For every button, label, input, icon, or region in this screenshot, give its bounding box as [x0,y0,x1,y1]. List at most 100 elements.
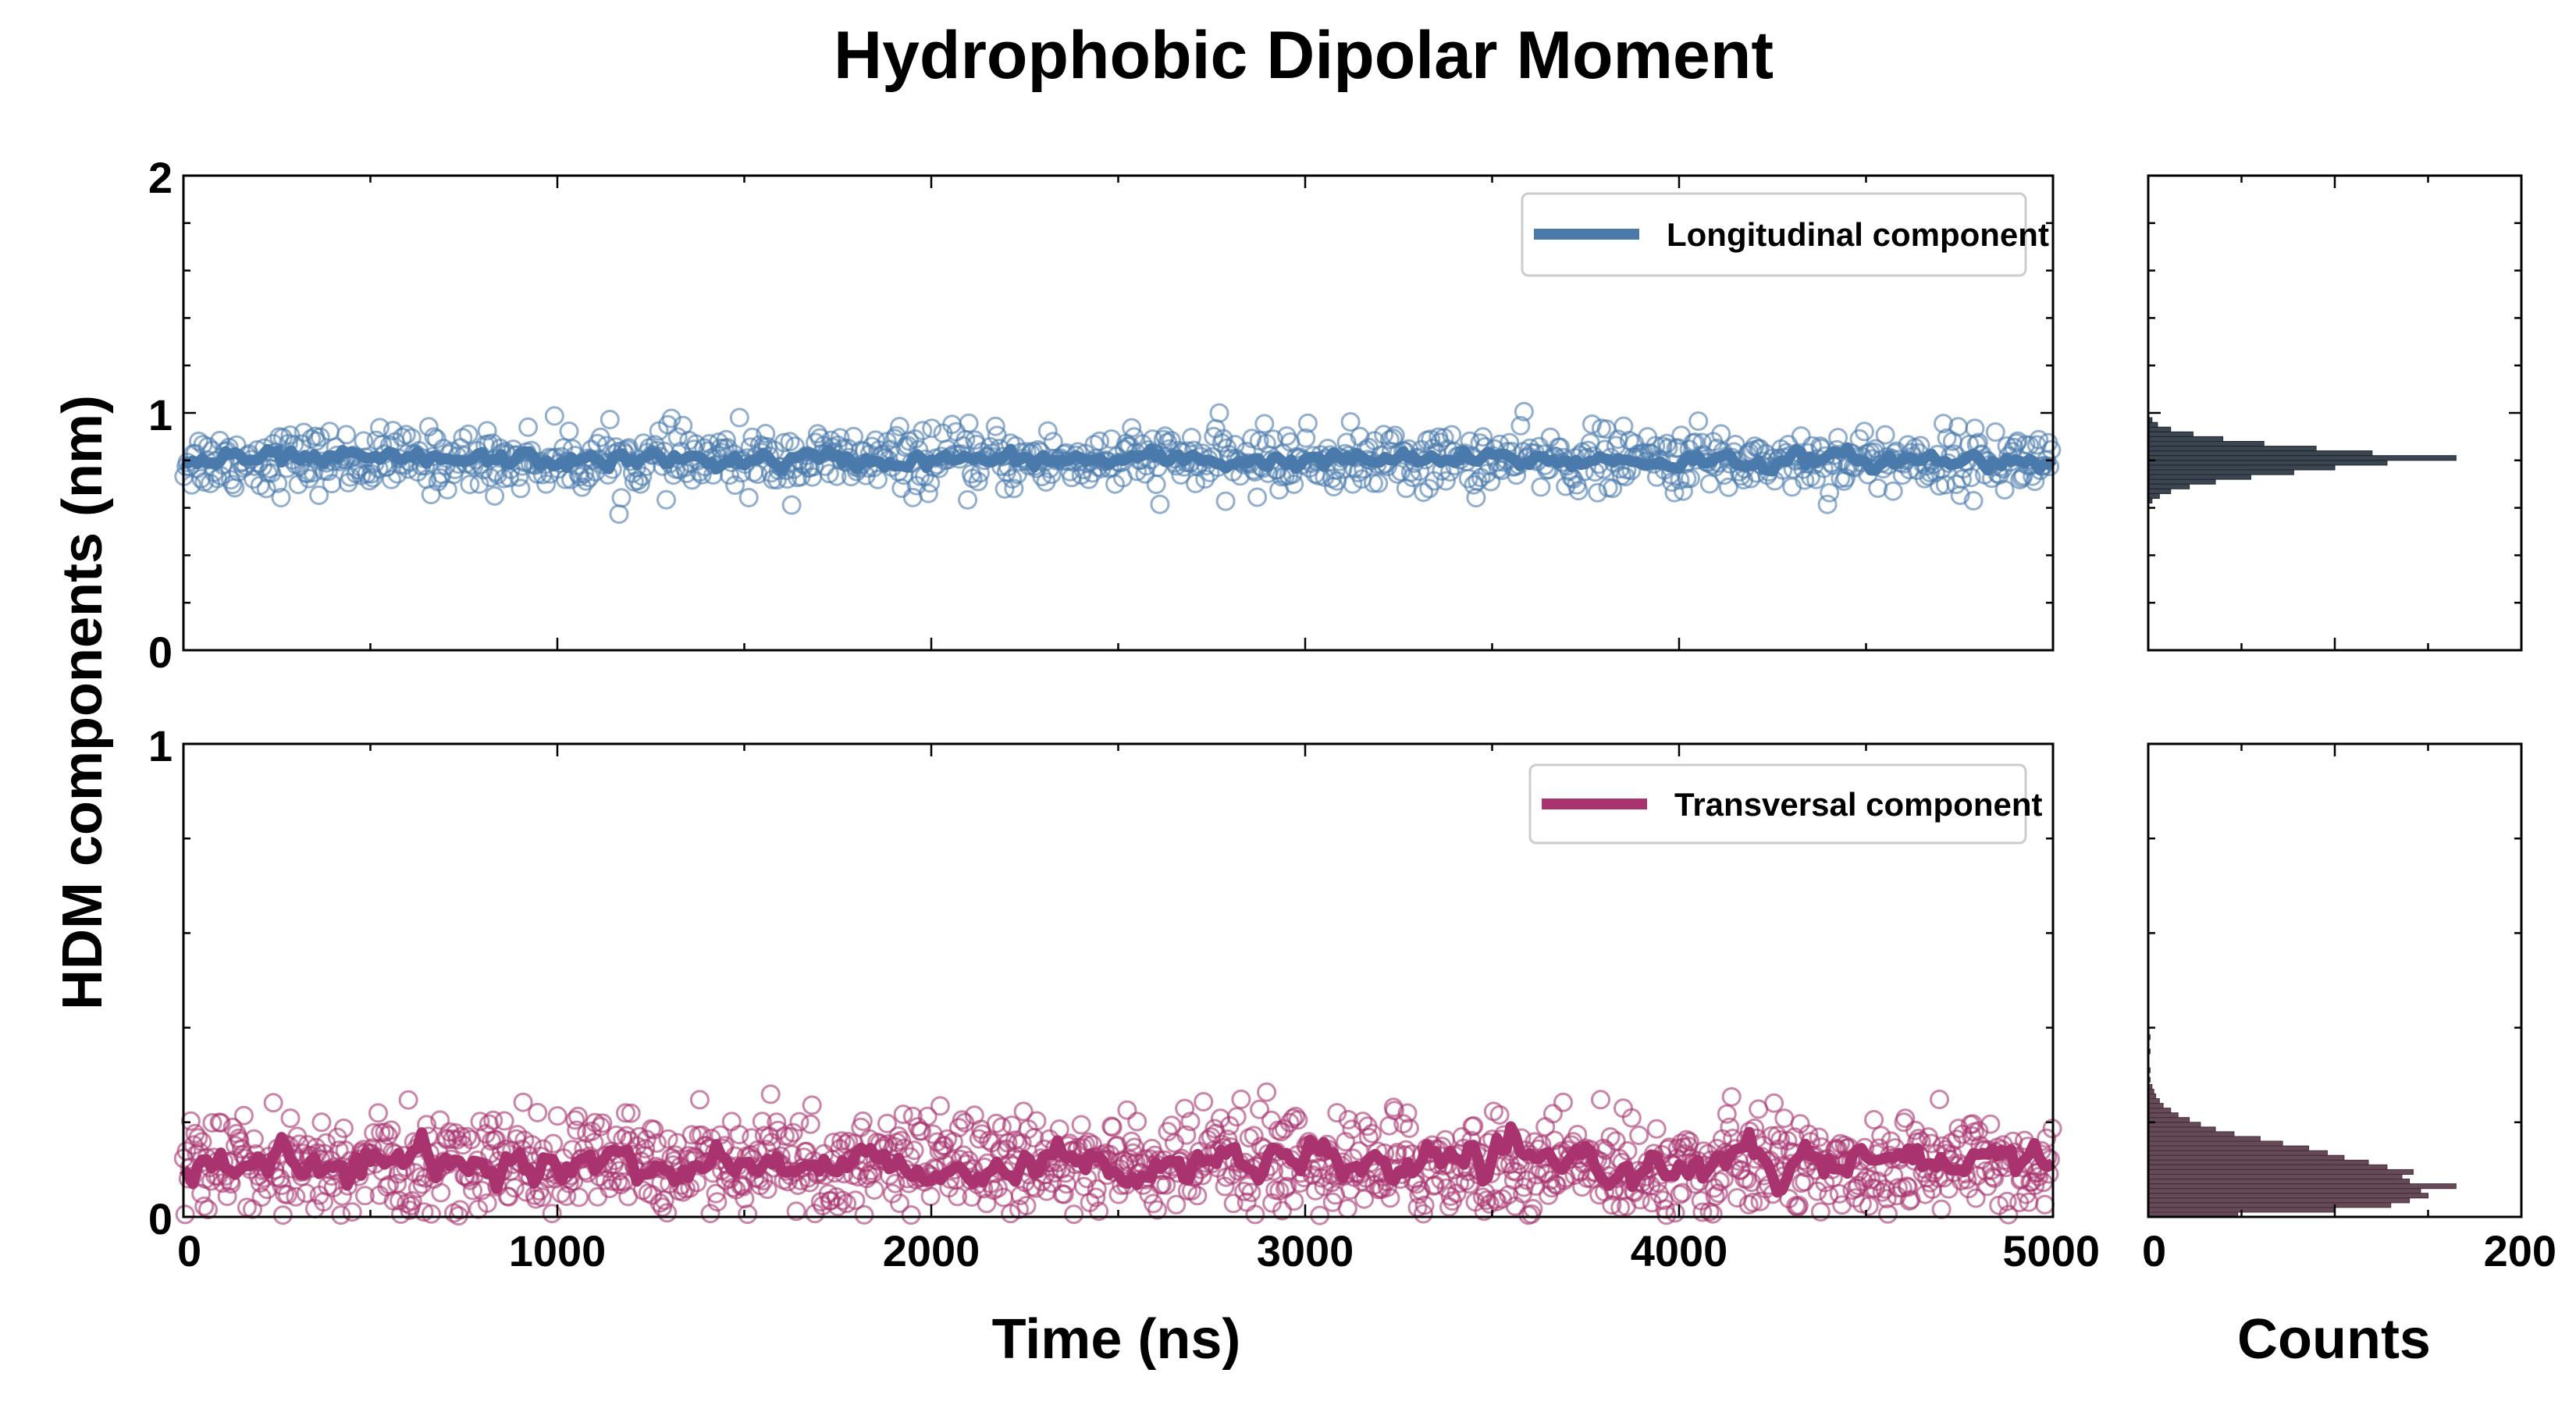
hist-x-axis-label: Counts [2237,1308,2431,1371]
transversal-point [543,1133,564,1154]
longitudinal-point [426,429,447,449]
transversal-point [568,1106,588,1126]
longitudinal-point [2029,429,2049,450]
longitudinal-point [1002,468,1023,489]
longitudinal-histogram-bar [2147,488,2172,494]
transversal-point [930,1096,950,1116]
longitudinal-histogram-bar [2147,441,2265,447]
transversal-point [1257,1082,1277,1102]
transversal-point [381,1120,401,1140]
longitudinal-point [1854,422,1874,442]
longitudinal-point [1791,426,1811,446]
longitudinal-point [1090,431,1110,451]
transversal-point [882,1183,902,1204]
transversal-histogram-bar [2147,1202,2392,1208]
transversal-point [1175,1098,1195,1119]
transversal-point [532,1187,552,1208]
transversal-histogram-bar [2147,1150,2328,1156]
longitudinal-legend: Longitudinal component [1521,192,2049,277]
transversal-point [1349,1141,1369,1161]
transversal-point [1358,1127,1379,1147]
transversal-panel: Transversal component [173,742,2062,1226]
longitudinal-point [1181,428,1201,448]
longitudinal-histogram-bar [2147,478,2216,485]
transversal-point [1553,1092,1573,1112]
tick-labels: 0 1 2 0 1 0 1000 2000 3000 4000 5000 0 200 [148,153,2556,1275]
transversal-point [463,1180,482,1200]
transversal-point [1931,1199,1952,1219]
transversal-point [1147,1200,1168,1220]
longitudinal-point [630,474,650,494]
transversal-point [1764,1093,1784,1113]
longitudinal-histogram-bar [2147,483,2190,489]
transversal-point [1310,1205,1330,1225]
longitudinal-point [1699,474,1720,494]
transversal-point [233,1105,254,1126]
longitudinal-point [656,489,676,510]
longitudinal-point [1681,468,1700,489]
transversal-point [504,1178,525,1198]
transversal-point [229,1131,250,1151]
transversal-point [1606,1131,1626,1151]
y-tick-label: 1 [148,721,173,770]
transversal-point [1399,1118,1419,1138]
longitudinal-point [1084,435,1105,454]
longitudinal-point [781,495,802,515]
transversal-point [864,1180,884,1200]
longitudinal-point [1122,418,1142,438]
transversal-point [329,1140,349,1161]
transversal-point [885,1173,906,1193]
transversal-point [837,1193,857,1214]
transversal-point [1127,1112,1147,1132]
longitudinal-point [918,483,938,503]
longitudinal-point [922,418,942,439]
transversal-point [1542,1104,1563,1124]
y-tick-label: 2 [148,153,173,202]
longitudinal-point [1985,422,2005,442]
longitudinal-point [1910,436,1930,456]
longitudinal-point [1688,411,1709,431]
transversal-point [1864,1110,1884,1129]
transversal-point [800,1114,820,1134]
transversal-point [431,1183,451,1203]
longitudinal-point [421,485,441,505]
transversal-point [430,1110,450,1130]
y-tick-label: 0 [148,628,173,677]
transversal-point [1245,1204,1265,1225]
longitudinal-histogram-bar [2147,431,2194,437]
transversal-point [1117,1100,1137,1120]
longitudinal-histogram-bar [2147,436,2224,443]
transversal-point [286,1186,306,1207]
y-tick-label: 0 [148,1194,173,1243]
transversal-histogram [2147,742,2523,1218]
transversal-point [1187,1186,1208,1206]
longitudinal-panel: Longitudinal component [174,174,2062,652]
longitudinal-point [511,478,531,499]
transversal-point [414,1202,434,1222]
transversal-point [1226,1107,1247,1127]
transversal-point [893,1104,913,1125]
transversal-point [567,1120,587,1140]
longitudinal-point [189,431,208,451]
longitudinal-point [1603,478,1623,499]
transversal-histogram-bar [2147,1159,2369,1165]
transversal-point [1089,1201,1109,1222]
transversal-histogram-bar [2147,1197,2411,1204]
longitudinal-point [1664,482,1685,503]
transversal-point [280,1108,301,1129]
transversal-histogram-bar [2147,1188,2421,1194]
transversal-point [723,1177,743,1197]
x-tick-label: 3000 [1257,1226,1354,1275]
longitudinal-histogram-bar [2147,469,2294,475]
transversal-point [528,1102,548,1122]
longitudinal-point [1296,428,1316,448]
transversal-point [421,1204,441,1224]
transversal-point [368,1103,388,1123]
transversal-scatter [173,1082,2062,1226]
longitudinal-point [544,406,564,426]
transversal-point [1241,1183,1261,1203]
longitudinal-point [970,463,990,483]
transversal-point [1016,1196,1037,1215]
longitudinal-histogram-bar [2147,426,2172,432]
